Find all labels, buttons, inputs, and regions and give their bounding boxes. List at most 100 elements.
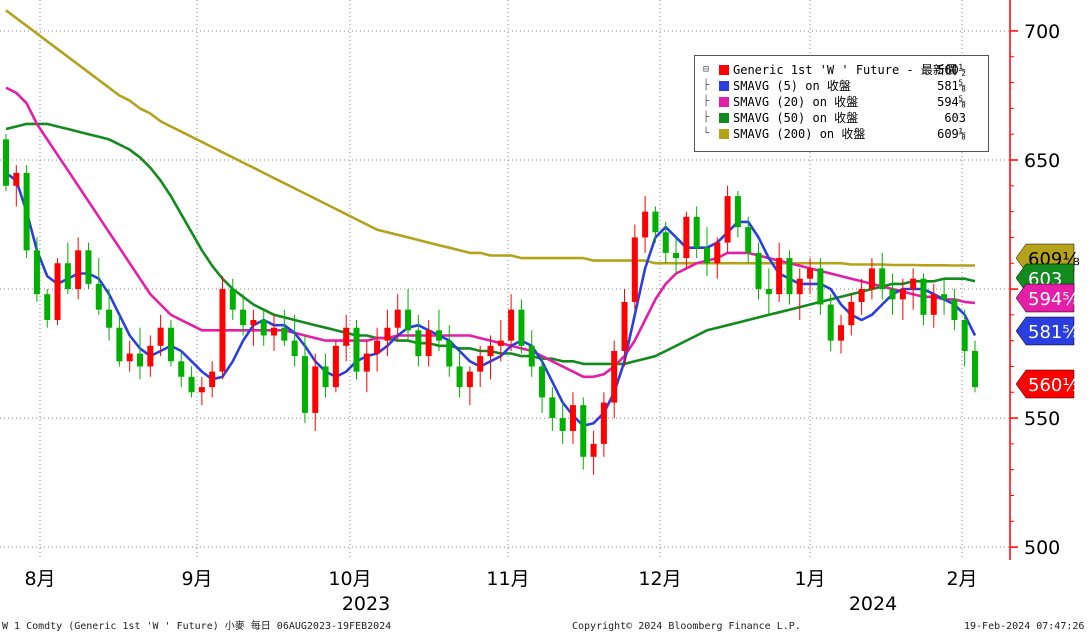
candle-body bbox=[157, 327, 164, 346]
legend-label: SMAVG (5) on 收盤 bbox=[733, 79, 851, 93]
candle bbox=[817, 258, 824, 315]
last-value-tag: 594⅝ bbox=[1015, 283, 1080, 313]
x-tick-label: 2月 bbox=[946, 568, 977, 590]
candle-body bbox=[745, 227, 752, 253]
candle-body bbox=[858, 289, 865, 302]
candle-body bbox=[848, 301, 855, 326]
candle-body bbox=[394, 309, 401, 328]
x-tick-label: 12月 bbox=[638, 568, 681, 590]
legend-label: Generic 1st 'W ' Future - 最新價 bbox=[733, 63, 957, 77]
legend: ⊟ Generic 1st 'W ' Future - 最新價 560½ ├ SMAV… bbox=[694, 55, 989, 152]
candle bbox=[539, 356, 546, 413]
candle bbox=[250, 309, 257, 346]
candle-body bbox=[755, 252, 762, 290]
candle bbox=[930, 283, 937, 328]
candle bbox=[343, 314, 350, 362]
month-axis: 8月 9月 10月 11月 12月 1月 2月 2023 2024 bbox=[24, 568, 977, 615]
candle-body bbox=[281, 327, 288, 341]
candle-body bbox=[240, 309, 247, 326]
candle bbox=[301, 335, 308, 424]
candle-body bbox=[147, 345, 154, 367]
candle-body bbox=[621, 301, 628, 351]
candle bbox=[755, 242, 762, 300]
candle-body bbox=[868, 268, 875, 290]
candle-body bbox=[312, 366, 319, 413]
candle-body bbox=[961, 320, 968, 351]
candle-body bbox=[188, 376, 195, 393]
candle-body bbox=[384, 327, 391, 341]
candle-body bbox=[353, 327, 360, 372]
x-tick-label: 9月 bbox=[181, 568, 212, 590]
candle-body bbox=[405, 309, 412, 331]
candle-body bbox=[899, 289, 906, 300]
candle-body bbox=[23, 172, 30, 251]
candle bbox=[951, 289, 958, 331]
candle bbox=[466, 366, 473, 406]
candle bbox=[590, 430, 597, 475]
candle-body bbox=[662, 232, 669, 253]
candle-body bbox=[446, 340, 453, 367]
candle bbox=[425, 320, 432, 367]
legend-swatch bbox=[719, 97, 729, 107]
candle-body bbox=[343, 327, 350, 346]
candle-body bbox=[33, 250, 40, 295]
candle bbox=[446, 325, 453, 377]
candle bbox=[611, 340, 618, 419]
sma200-line bbox=[5, 9, 975, 267]
y-tick-label: 650 bbox=[1024, 150, 1060, 172]
candle-body bbox=[569, 405, 576, 431]
candle bbox=[765, 268, 772, 315]
candle bbox=[745, 216, 752, 264]
candle bbox=[569, 392, 576, 444]
candle-body bbox=[673, 252, 680, 259]
year-label: 2023 bbox=[342, 593, 390, 615]
candle-body bbox=[219, 289, 226, 372]
candle-body bbox=[487, 345, 494, 357]
candle bbox=[941, 278, 948, 315]
candle-body bbox=[518, 309, 525, 346]
candle bbox=[75, 237, 82, 300]
last-value-tag: 581⅝ bbox=[1015, 316, 1080, 346]
price-axis: 500 550 650 700 bbox=[1009, 0, 1060, 560]
candle-body bbox=[642, 211, 649, 238]
candle bbox=[487, 335, 494, 380]
legend-label: SMAVG (50) on 收盤 bbox=[733, 111, 859, 125]
candle bbox=[95, 258, 102, 315]
footer-copyright: Copyright© 2024 Bloomberg Finance L.P. bbox=[572, 621, 801, 632]
candle bbox=[642, 196, 649, 253]
candle-body bbox=[322, 366, 329, 388]
candle bbox=[786, 250, 793, 305]
candle bbox=[631, 224, 638, 310]
candle-body bbox=[920, 278, 927, 315]
candle bbox=[332, 340, 339, 393]
candle bbox=[899, 278, 906, 320]
candle bbox=[776, 242, 783, 302]
candle bbox=[33, 237, 40, 302]
candle bbox=[683, 211, 690, 269]
candle-body bbox=[178, 361, 185, 377]
candle-body bbox=[64, 263, 71, 290]
tag-shape bbox=[1015, 316, 1075, 346]
x-tick-label: 11月 bbox=[486, 568, 529, 590]
candle-body bbox=[106, 309, 113, 328]
candle bbox=[198, 376, 205, 406]
candle bbox=[703, 227, 710, 277]
candle bbox=[394, 294, 401, 341]
candle-body bbox=[879, 268, 886, 290]
candle bbox=[837, 314, 844, 354]
candle bbox=[44, 289, 51, 328]
footer-timestamp: 19-Feb-2024 07:47:26 bbox=[964, 621, 1084, 632]
tag-shape bbox=[1015, 369, 1075, 399]
candle bbox=[693, 206, 700, 259]
candle bbox=[405, 289, 412, 341]
legend-value: 560½ bbox=[937, 63, 966, 77]
legend-item: ├ SMAVG (50) on 收盤 603 bbox=[703, 111, 966, 125]
candle-body bbox=[260, 320, 267, 336]
candle-body bbox=[951, 299, 958, 320]
candle-body bbox=[817, 268, 824, 305]
legend-item: └ SMAVG (200) on 收盤 609⅛ bbox=[703, 127, 966, 141]
legend-value: 594⅝ bbox=[937, 95, 966, 109]
candle bbox=[54, 258, 61, 326]
candle-body bbox=[363, 353, 370, 372]
